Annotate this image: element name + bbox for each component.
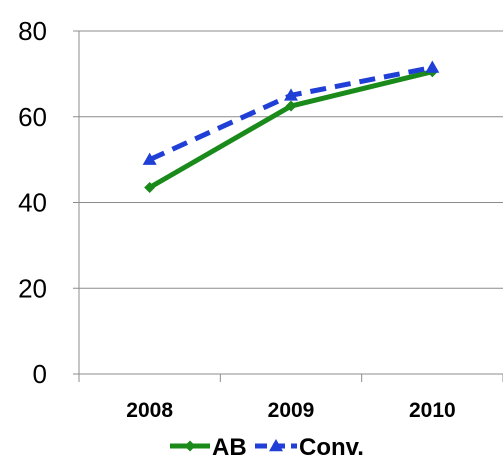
x-tick-labels: 2008 2009 2010 — [126, 399, 455, 422]
y-tick-label: 80 — [18, 16, 47, 46]
legend-label: AB — [212, 434, 247, 461]
legend-marker — [269, 439, 283, 452]
data-point-0-0 — [144, 181, 156, 193]
legend-item-0: AB — [170, 434, 247, 461]
legend-marker — [184, 440, 196, 452]
x-tick-label: 2008 — [126, 399, 173, 422]
data-point-1-2 — [425, 60, 440, 73]
y-tick-label: 40 — [18, 188, 47, 218]
data-point-1-1 — [284, 88, 298, 101]
y-tick-labels: 0 20 40 60 80 — [18, 16, 47, 389]
series-lines — [142, 60, 440, 193]
data-point-0-1 — [285, 100, 297, 112]
legend-label: Conv. — [299, 434, 364, 461]
legend-item-1: Conv. — [255, 434, 364, 461]
gridlines — [79, 30, 503, 289]
legend: AB Conv. — [170, 434, 364, 461]
y-tick-label: 60 — [18, 102, 47, 132]
y-tick-label: 20 — [18, 273, 47, 303]
y-tick-label: 0 — [33, 359, 47, 389]
x-tick-label: 2010 — [409, 399, 456, 422]
axes — [73, 30, 503, 382]
data-point-1-0 — [142, 152, 157, 165]
x-tick-label: 2009 — [268, 399, 315, 422]
